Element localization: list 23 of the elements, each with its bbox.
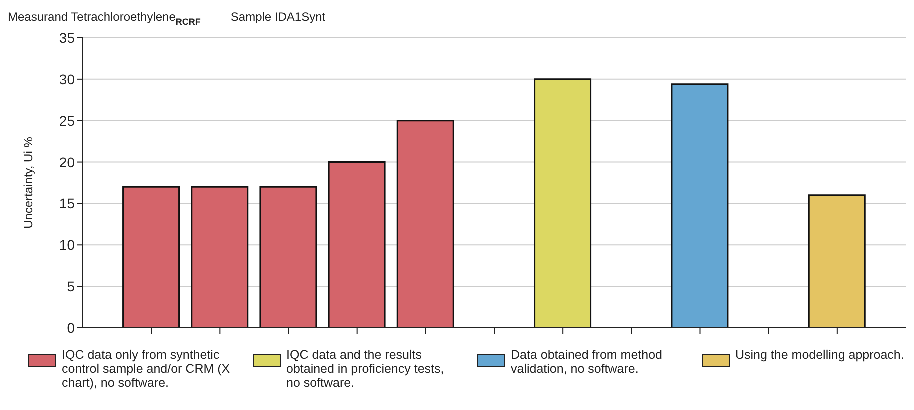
- y-tick-label: 10: [59, 237, 76, 254]
- chart-title: Measurand Tetrachloroethylene$_{RCRF}$: [8, 10, 201, 27]
- bar: [396, 120, 454, 328]
- y-tick-label: 20: [59, 154, 76, 170]
- chart-subtitle: Sample IDA1Synt: [230, 10, 326, 26]
- legend-label: IQC data only from synthetic control sample and/or CRM (X chart), no software.: [62, 348, 232, 390]
- y-tick-label: 35: [59, 30, 76, 46]
- y-tick-label: 0: [67, 320, 76, 336]
- y-tick-label: 25: [59, 112, 76, 129]
- y-tick-label: 5: [67, 278, 76, 295]
- bar: [191, 186, 249, 328]
- bar: [671, 84, 729, 328]
- bar: [260, 186, 318, 328]
- bar: [328, 162, 386, 328]
- y-tick-label: 15: [59, 196, 76, 212]
- legend-label: Data obtained from method validation, no software.: [511, 348, 664, 376]
- bar: [808, 194, 866, 328]
- legend-label: IQC data and the results obtained in proficiency tests, no software.: [286, 348, 446, 390]
- legend-label: Using the modelling approach.: [736, 348, 904, 362]
- y-tick-label: 30: [59, 71, 76, 88]
- bar: [534, 78, 592, 328]
- bar: [122, 186, 180, 328]
- y-axis-title: Uncertainty, Ui %: [21, 136, 36, 229]
